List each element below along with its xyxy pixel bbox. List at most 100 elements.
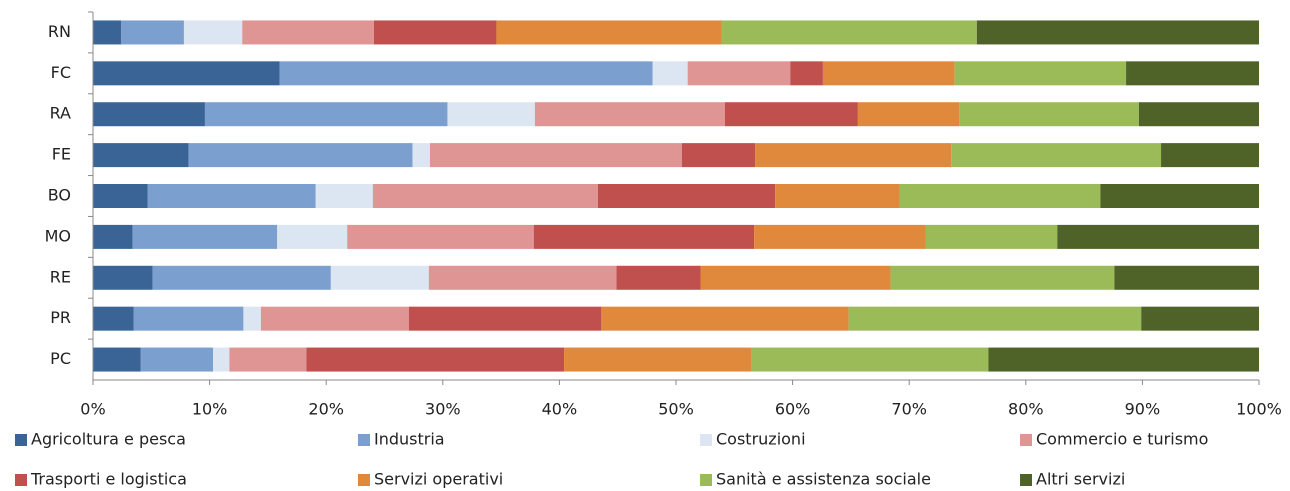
y-tick-label: RN [48,22,71,41]
bar-segment [204,102,448,127]
bar-segment [1057,224,1259,249]
bar-segment [277,224,348,249]
bar-segment [925,224,1058,249]
legend-swatch [15,474,27,486]
x-tick-label: 0% [80,400,105,419]
bar-segment [147,184,316,208]
x-tick-label: 100% [1236,400,1282,419]
legend-label: Agricoltura e pesca [31,430,186,449]
bar-segment [751,347,989,372]
bar-segment [372,184,598,208]
bar-segment [755,143,952,168]
legend-label: Commercio e turismo [1036,430,1208,449]
bar-segment [429,143,682,168]
bar-segment [408,306,602,331]
bar-segment [279,61,653,86]
bar-segment [754,224,926,249]
bar-segment [775,184,900,208]
legend-label: Industria [374,430,445,449]
bar-segment [93,306,134,331]
bar-segment [1138,102,1259,127]
bar-segment [848,306,1142,331]
bar-segment [93,20,121,45]
bar-segment [330,265,429,290]
y-tick-label: FC [51,63,71,82]
legend-label: Servizi operativi [374,470,503,489]
bar-segment [533,224,755,249]
bar-segment [790,61,823,86]
bar-segment [93,143,189,168]
bar-segment [93,347,141,372]
bar-segment [1114,265,1259,290]
y-tick-label: RE [50,267,71,286]
bar-segment [652,61,688,86]
legend-swatch [15,434,27,446]
legend-swatch [700,434,712,446]
x-tick-label: 30% [425,400,461,419]
bar-segment [724,102,858,127]
y-tick-label: PR [50,308,71,327]
y-tick-label: BO [48,186,71,205]
bar-segment [857,102,960,127]
x-tick-label: 40% [542,400,578,419]
x-tick-label: 20% [308,400,344,419]
bar-segment [534,102,725,127]
bar-segment [93,102,205,127]
x-tick-label: 80% [1008,400,1044,419]
bar-segment [260,306,409,331]
bar-segment [183,20,243,45]
bar-segment [347,224,534,249]
legend-swatch [1020,474,1032,486]
bar-segment [954,61,1127,86]
bar-segment [315,184,373,208]
bar-segment [721,20,977,45]
bar-segment [1161,143,1259,168]
y-tick-label: RA [50,104,71,123]
x-tick-label: 60% [775,400,811,419]
legend-label: Costruzioni [716,430,806,449]
bar-segment [213,347,230,372]
legend-swatch [1020,434,1032,446]
bar-segment [152,265,331,290]
bar-segment [374,20,497,45]
bar-segment [496,20,722,45]
legend-label: Altri servizi [1036,470,1125,489]
bar-segment [959,102,1139,127]
bar-segment [243,306,261,331]
x-tick-label: 70% [891,400,927,419]
bar-segment [447,102,535,127]
bar-segment [132,224,278,249]
bar-segment [93,224,133,249]
legend-swatch [700,474,712,486]
y-tick-label: PC [50,349,71,368]
y-tick-label: FE [52,145,71,164]
bar-segment [616,265,701,290]
bar-segment [188,143,413,168]
legend-label: Trasporti e logistica [30,470,187,489]
bar-segment [412,143,430,168]
bar-segment [687,61,791,86]
bar-segment [140,347,214,372]
legend-label: Sanità e assistenza sociale [716,470,931,489]
bar-segment [229,347,307,372]
legend-swatch [358,474,370,486]
bar-segment [120,20,184,45]
bar-segment [899,184,1101,208]
bar-segment [133,306,244,331]
bar-segment [700,265,891,290]
x-tick-label: 90% [1125,400,1161,419]
bar-segment [597,184,776,208]
bar-segment [681,143,756,168]
y-tick-label: MO [45,226,71,245]
bar-segment [428,265,617,290]
legend-swatch [358,434,370,446]
bar-segment [306,347,565,372]
bar-segment [988,347,1259,372]
bar-segment [93,184,148,208]
bar-segment [1141,306,1259,331]
bar-segment [93,265,153,290]
bar-segment [951,143,1162,168]
x-tick-label: 50% [658,400,694,419]
